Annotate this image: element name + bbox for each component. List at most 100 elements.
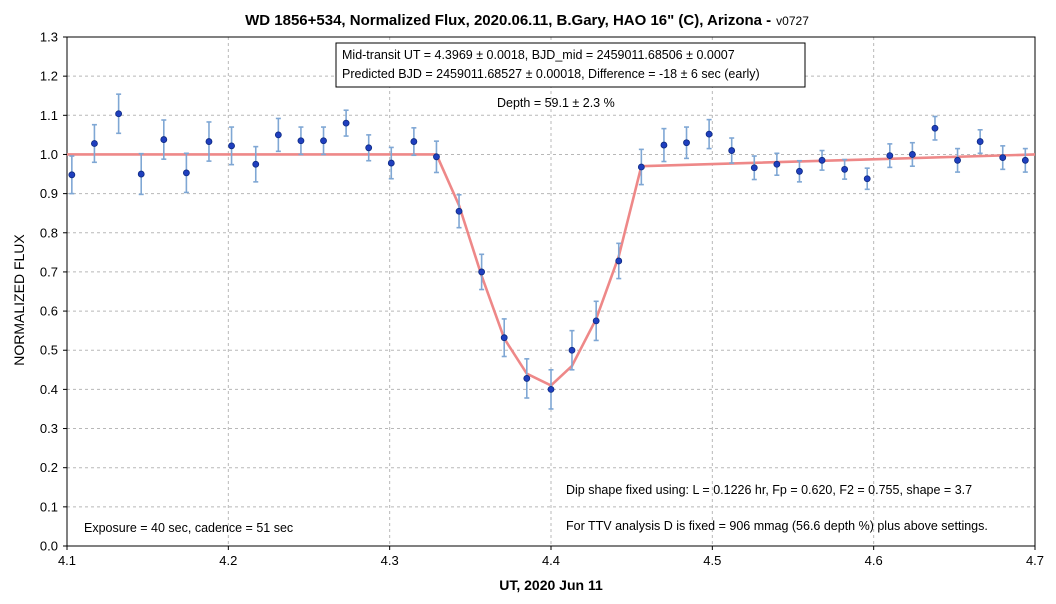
data-marker: [160, 136, 168, 143]
data-marker: [637, 163, 645, 171]
data-marker: [455, 207, 463, 215]
data-marker: [818, 156, 826, 164]
data-marker: [660, 141, 668, 149]
data-marker: [796, 167, 803, 175]
exposure-annotation: Exposure = 40 sec, cadence = 51 sec: [84, 521, 293, 535]
data-point: [297, 126, 305, 156]
data-point: [137, 152, 145, 196]
data-marker: [182, 169, 190, 177]
data-point: [205, 121, 213, 162]
data-marker: [683, 139, 690, 147]
data-marker: [773, 160, 781, 168]
depth-annotation: Depth = 59.1 ± 2.3 %: [497, 96, 615, 110]
y-tick-label: 1.3: [40, 30, 58, 45]
data-marker: [841, 165, 849, 173]
data-marker: [320, 137, 327, 145]
y-tick-label: 0.1: [40, 499, 58, 514]
data-marker: [274, 131, 282, 139]
predicted-bjd-text: Predicted BJD = 2459011.68527 ± 0.00018,…: [342, 67, 760, 81]
data-point: [773, 152, 781, 177]
data-marker: [410, 138, 418, 145]
x-tick-label: 4.5: [703, 553, 721, 568]
data-point: [683, 126, 690, 160]
data-point: [568, 329, 576, 371]
x-tick-label: 4.6: [865, 553, 883, 568]
data-marker: [500, 334, 508, 342]
data-point: [796, 159, 803, 183]
data-marker: [886, 152, 894, 160]
data-marker: [365, 144, 373, 152]
data-marker: [954, 156, 961, 164]
data-marker: [592, 317, 600, 325]
y-tick-label: 1.1: [40, 108, 58, 123]
data-marker: [705, 130, 713, 138]
data-point: [750, 155, 758, 181]
data-marker: [137, 170, 145, 178]
data-marker: [433, 153, 440, 161]
x-tick-label: 4.3: [381, 553, 399, 568]
data-point: [999, 145, 1007, 171]
data-point: [410, 127, 418, 157]
chart-title: WD 1856+534, Normalized Flux, 2020.06.11…: [245, 12, 809, 29]
data-point: [387, 146, 395, 180]
data-point: [1021, 147, 1029, 173]
data-marker: [228, 142, 235, 150]
chart-title-version: v0727: [776, 14, 809, 28]
data-point: [908, 141, 916, 168]
data-points: [68, 93, 1029, 410]
y-tick-label: 0.2: [40, 460, 58, 475]
data-point: [818, 149, 826, 171]
model-curve: [67, 153, 1036, 387]
data-point: [660, 127, 668, 163]
data-point: [886, 143, 894, 169]
y-tick-label: 0.7: [40, 264, 58, 279]
x-tick-label: 4.7: [1026, 553, 1044, 568]
data-marker: [523, 375, 531, 382]
transit-info-box-frame: [335, 42, 806, 88]
data-point: [433, 140, 440, 174]
mid-transit-text: Mid-transit UT = 4.3969 ± 0.0018, BJD_mi…: [342, 48, 735, 62]
y-tick-label: 0.6: [40, 304, 58, 319]
data-marker: [1021, 156, 1029, 164]
y-tick-label: 1.0: [40, 147, 58, 162]
data-point: [705, 118, 713, 150]
data-marker: [91, 140, 98, 147]
data-point: [68, 155, 76, 195]
data-point: [637, 148, 645, 186]
data-point: [976, 128, 984, 155]
data-marker: [976, 138, 984, 145]
y-axis-ticks: 0.0 0.1 0.2 0.3 0.4 0.5 0.6 0.7 0.8 0.9 1.0 1.1 1.2 1…: [40, 30, 67, 554]
data-point: [252, 145, 260, 183]
data-point: [342, 109, 350, 137]
data-point: [228, 126, 235, 166]
data-point: [91, 123, 98, 164]
data-point: [954, 147, 961, 173]
data-marker: [387, 159, 395, 167]
data-point: [182, 152, 190, 194]
x-axis-ticks: 4.1 4.2 4.3 4.4 4.5 4.6 4.7: [58, 546, 1044, 568]
data-marker: [750, 164, 758, 172]
data-marker: [205, 138, 213, 145]
model-fit-line: [67, 153, 1036, 387]
dip-shape-annotation: Dip shape fixed using: L = 0.1226 hr, Fp…: [566, 483, 972, 497]
data-marker: [999, 154, 1007, 161]
chart-title-main: WD 1856+534, Normalized Flux, 2020.06.11…: [245, 12, 771, 29]
y-tick-label: 0.5: [40, 343, 58, 358]
data-marker: [568, 346, 576, 354]
y-tick-label: 0.8: [40, 225, 58, 240]
y-axis-label: NORMALIZED FLUX: [11, 234, 27, 366]
y-tick-label: 0.0: [40, 539, 58, 554]
data-marker: [478, 268, 486, 276]
data-point: [863, 167, 871, 191]
y-tick-label: 0.9: [40, 186, 58, 201]
x-tick-label: 4.2: [219, 553, 237, 568]
data-marker: [252, 160, 260, 168]
data-point: [615, 242, 623, 280]
data-point: [365, 134, 373, 162]
data-marker: [115, 110, 123, 118]
data-point: [274, 117, 282, 153]
x-axis-label: UT, 2020 Jun 11: [499, 577, 603, 593]
ttv-annotation: For TTV analysis D is fixed = 906 mmag (…: [566, 519, 988, 533]
data-marker: [342, 119, 350, 127]
